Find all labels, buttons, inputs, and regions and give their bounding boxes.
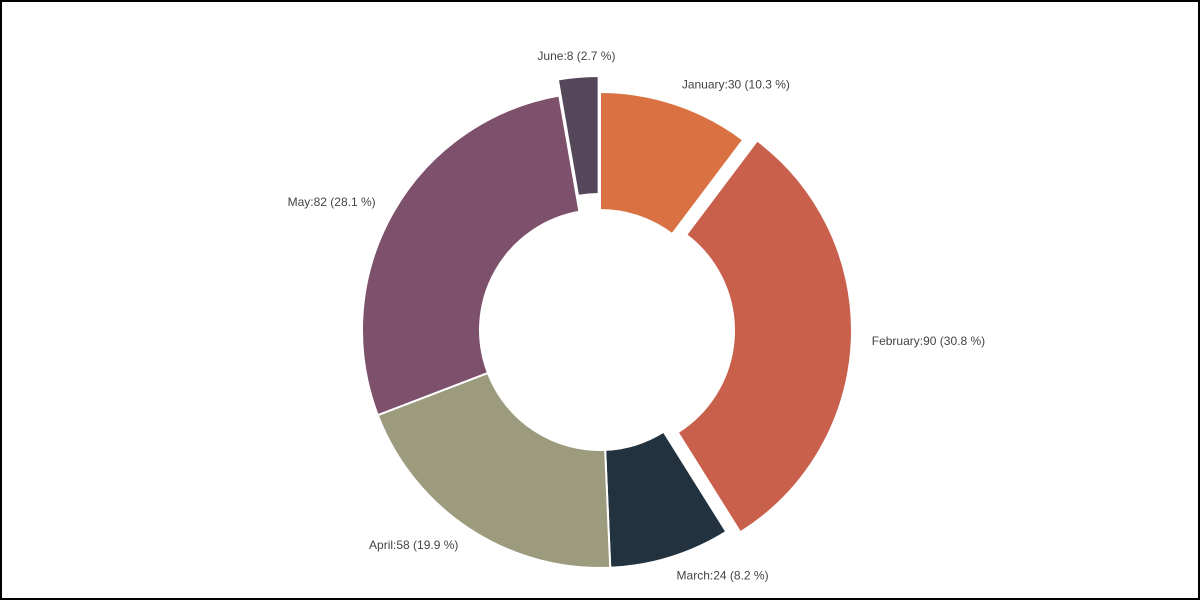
data-label: March:24 (8.2 %) [677, 569, 769, 583]
data-label: February:90 (30.8 %) [872, 334, 985, 348]
data-label: April:58 (19.9 %) [369, 538, 458, 552]
data-label: June:8 (2.7 %) [537, 49, 615, 63]
data-label: January:30 (10.3 %) [682, 77, 790, 91]
slice [556, 75, 600, 197]
slice [376, 371, 612, 569]
slice [361, 94, 581, 417]
data-label: May:82 (28.1 %) [288, 195, 376, 209]
slice [599, 90, 745, 236]
slice [676, 139, 853, 534]
